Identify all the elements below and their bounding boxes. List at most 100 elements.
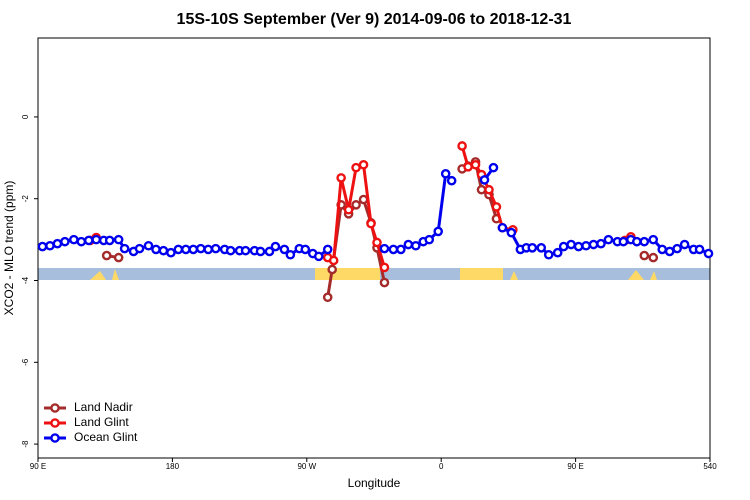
data-point [83,235,94,246]
data-point [403,239,414,250]
y-tick-label: -6 [21,358,30,366]
data-point [143,240,154,251]
data-point [618,236,629,247]
data-point [151,244,161,255]
data-point [446,175,457,186]
legend-label: Land Glint [74,415,129,429]
data-point [566,239,576,250]
data-point [322,292,333,303]
data-point [497,222,508,233]
data-point [433,226,444,237]
data-point [657,244,668,255]
data-point [479,175,490,185]
data-point [672,243,682,254]
data-point [476,184,487,195]
data-point [457,141,467,151]
data-point [573,241,584,252]
data-point [358,194,369,205]
legend-marker [50,403,60,413]
data-point [639,236,650,247]
y-tick-label: -4 [21,276,30,284]
data-point [134,243,145,254]
data-point [411,240,421,251]
data-point [91,234,102,245]
data-point [52,238,63,249]
data-point [694,244,705,255]
data-point [351,200,361,210]
data-point [379,243,390,254]
x-tick-label: 90 E [30,462,46,471]
land-strip [460,268,503,280]
data-point [336,173,346,183]
data-point [300,244,311,255]
data-point [366,218,376,229]
data-point [113,252,124,263]
data-point [536,242,547,253]
data-point [388,244,399,255]
data-point [188,244,199,255]
data-point [195,243,206,254]
data-point [703,248,714,259]
data-point [488,162,499,173]
data-point [279,244,290,255]
data-point [76,236,87,247]
data-point [203,244,214,255]
legend-label: Ocean Glint [74,430,138,444]
data-point [543,249,554,260]
data-point [358,159,369,170]
data-point [648,234,659,245]
x-tick-label: 90 W [297,462,316,471]
chart-title: 15S-10S September (Ver 9) 2014-09-06 to … [177,11,572,28]
data-point [396,244,406,255]
data-point [270,241,281,252]
data-point [322,244,333,255]
data-point [506,227,517,238]
series [37,162,714,262]
x-tick-label: 540 [703,462,717,471]
data-point [113,234,124,245]
data-point [379,277,390,288]
data-point [158,245,169,256]
data-point [60,236,70,247]
data-point [210,243,221,254]
data-point [664,246,675,257]
data-point [343,204,354,215]
land-strip [315,268,380,280]
legend-marker [50,433,60,443]
data-point [379,262,390,273]
x-tick-label: 180 [166,462,180,471]
y-tick-label: -2 [21,195,30,203]
x-tick-label: 90 E [567,462,583,471]
y-tick-label: 0 [21,114,30,119]
data-point [491,202,502,212]
data-point [603,234,614,245]
data-point [255,246,266,257]
data-point [328,255,339,266]
data-point [639,250,650,261]
data-point [166,247,176,258]
data-point [264,246,275,257]
land-strip [90,269,657,280]
data-point [596,238,606,249]
data-point [558,241,569,252]
data-point [552,247,563,258]
data-point [101,250,112,261]
data-point [588,239,599,250]
data-point [463,162,473,172]
data-point [679,239,690,250]
data-point [240,245,251,256]
data-point [45,240,55,251]
data-point [484,184,494,195]
y-axis-label: XCO2 - MLO trend (ppm) [2,181,16,316]
data-point [285,249,296,260]
data-point [470,159,481,170]
data-point [119,243,130,254]
data-point [104,235,115,246]
data-point [173,244,184,255]
data-point [37,241,48,252]
surface-strip [38,268,710,280]
data-point [527,242,538,253]
data-point [440,168,451,179]
